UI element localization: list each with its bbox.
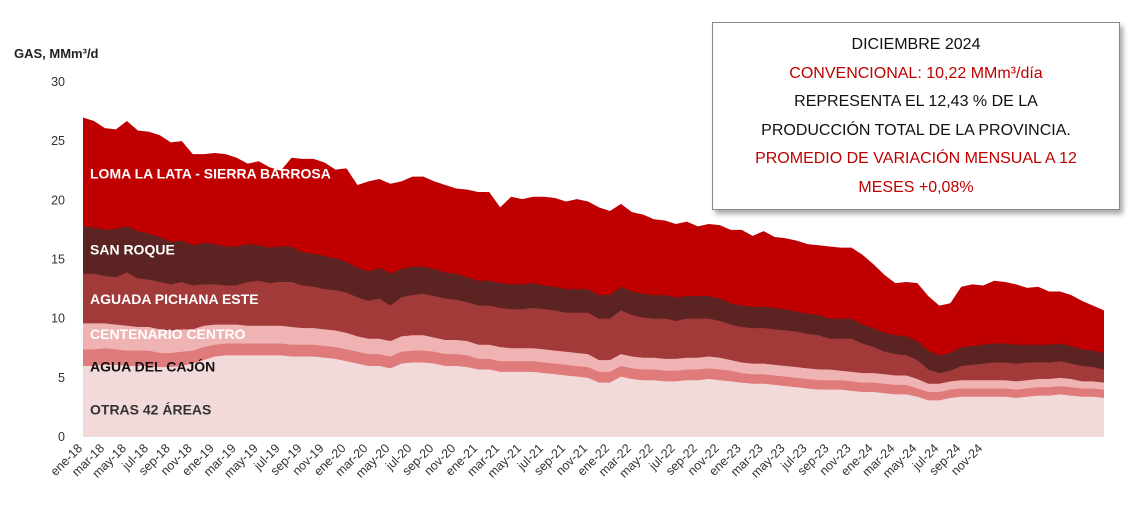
area-label: LOMA LA LATA - SIERRA BARROSA	[90, 166, 331, 182]
annotation-line-share: REPRESENTA EL 12,43 % DE LA	[713, 88, 1119, 117]
annotation-line-variation-cont: MESES +0,08%	[713, 174, 1119, 203]
y-tick-label: 10	[51, 312, 65, 326]
area-label: AGUADA PICHANA ESTE	[90, 291, 259, 307]
y-axis: 0 5 10 15 20 25 30	[51, 75, 65, 444]
area-label: SAN ROQUE	[90, 241, 175, 257]
y-tick-label: 25	[51, 134, 65, 148]
annotation-line-date: DICIEMBRE 2024	[713, 31, 1119, 60]
annotation-line-share-cont: PRODUCCIÓN TOTAL DE LA PROVINCIA.	[713, 117, 1119, 146]
y-tick-label: 20	[51, 193, 65, 207]
annotation-box: DICIEMBRE 2024 CONVENCIONAL: 10,22 MMm³/…	[712, 22, 1120, 210]
y-tick-label: 0	[58, 430, 65, 444]
y-tick-label: 15	[51, 253, 65, 267]
y-tick-label: 5	[58, 371, 65, 385]
area-label: CENTENARIO CENTRO	[90, 326, 246, 342]
y-tick-label: 30	[51, 75, 65, 89]
annotation-line-conventional: CONVENCIONAL: 10,22 MMm³/día	[713, 60, 1119, 89]
area-label: OTRAS 42 ÁREAS	[90, 402, 211, 418]
y-axis-title: GAS, MMm³/d	[14, 46, 99, 61]
annotation-line-variation: PROMEDIO DE VARIACIÓN MENSUAL A 12	[713, 145, 1119, 174]
area-label: AGUA DEL CAJÓN	[90, 357, 215, 374]
x-axis: ene-18mar-18may-18jul-18sep-18nov-18ene-…	[48, 441, 986, 480]
